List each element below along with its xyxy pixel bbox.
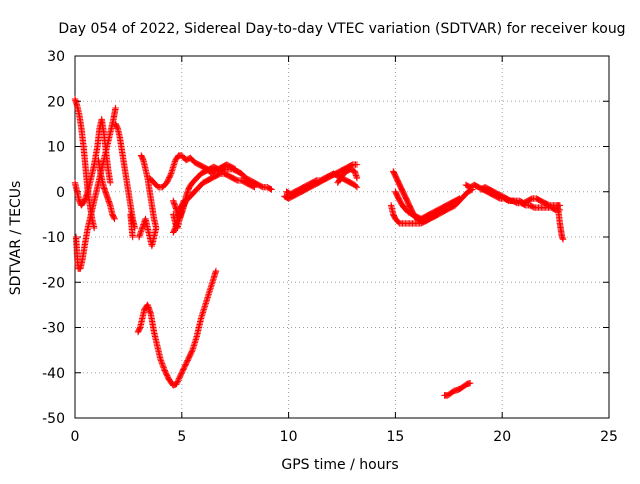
series-arc21: [554, 202, 567, 243]
data-point: [160, 365, 168, 373]
x-tick-label: 10: [280, 429, 298, 445]
data-point: [158, 360, 166, 367]
x-tick-label: 0: [71, 429, 80, 445]
data-point: [159, 363, 167, 370]
x-tick-label: 5: [177, 429, 186, 445]
data-point: [250, 183, 257, 190]
data-point: [559, 236, 567, 243]
data-point: [158, 358, 165, 366]
data-point: [160, 364, 167, 371]
grid-layer: [75, 56, 609, 418]
data-point: [129, 233, 136, 241]
chart-title: Day 054 of 2022, Sidereal Day-to-day VTE…: [58, 21, 625, 37]
series-arc17: [392, 188, 463, 223]
series-arc7: [135, 152, 160, 250]
data-point: [251, 184, 258, 191]
data-point: [175, 376, 182, 384]
data-point: [232, 165, 239, 173]
y-tick-label: 30: [47, 49, 65, 65]
data-point: [91, 224, 98, 232]
data-point: [353, 161, 361, 168]
data-point: [107, 179, 114, 186]
data-point: [212, 267, 220, 275]
data-point: [174, 378, 181, 385]
data-layer: [71, 95, 567, 399]
data-point: [352, 182, 360, 190]
series-arc6: [134, 267, 220, 389]
data-point: [456, 195, 463, 202]
data-point: [159, 361, 166, 369]
data-point: [157, 355, 164, 363]
data-point: [466, 379, 474, 387]
y-tick-label: -20: [42, 275, 65, 291]
series-arc14: [334, 165, 361, 186]
y-tick-label: 0: [56, 185, 65, 201]
data-point: [173, 380, 180, 388]
series-arc4: [95, 156, 118, 223]
y-tick-label: -30: [42, 321, 65, 337]
series-arc1: [71, 95, 98, 232]
data-point: [171, 225, 179, 233]
data-point: [175, 375, 183, 382]
data-point: [559, 234, 566, 242]
y-axis-label: SDTVAR / TECUs: [8, 181, 24, 296]
data-point: [268, 186, 275, 193]
x-axis-label: GPS time / hours: [281, 457, 398, 473]
data-point: [113, 124, 121, 131]
data-point: [111, 215, 118, 223]
data-point: [353, 184, 361, 191]
data-point: [455, 195, 462, 203]
series-arc18: [441, 379, 474, 399]
y-tick-label: -40: [42, 366, 65, 382]
tick-layer: 0 5 10 15 20 25 -50 -40 -30 -20 -10 0 10 20 30: [42, 49, 618, 445]
y-tick-label: 20: [47, 94, 65, 110]
data-point: [157, 357, 165, 364]
data-point: [180, 198, 187, 206]
x-tick-label: 20: [493, 429, 511, 445]
y-tick-label: -10: [42, 230, 65, 246]
series-arc16: [387, 202, 442, 227]
y-tick-label: -50: [42, 411, 65, 427]
series-arc19: [462, 181, 564, 214]
y-tick-label: 10: [47, 140, 65, 156]
data-point: [136, 325, 143, 332]
series-arc5: [112, 120, 139, 241]
data-point: [180, 197, 188, 204]
data-point: [230, 165, 238, 172]
data-point: [110, 214, 118, 221]
x-tick-label: 15: [386, 429, 404, 445]
data-point: [167, 171, 174, 179]
data-point: [139, 155, 147, 163]
data-point: [135, 233, 143, 241]
data-point: [188, 348, 196, 355]
data-point: [267, 185, 274, 193]
data-point: [353, 174, 361, 182]
series-arc11: [170, 197, 188, 236]
data-point: [173, 379, 181, 386]
data-point: [112, 104, 119, 112]
x-tick-label: 25: [600, 429, 618, 445]
